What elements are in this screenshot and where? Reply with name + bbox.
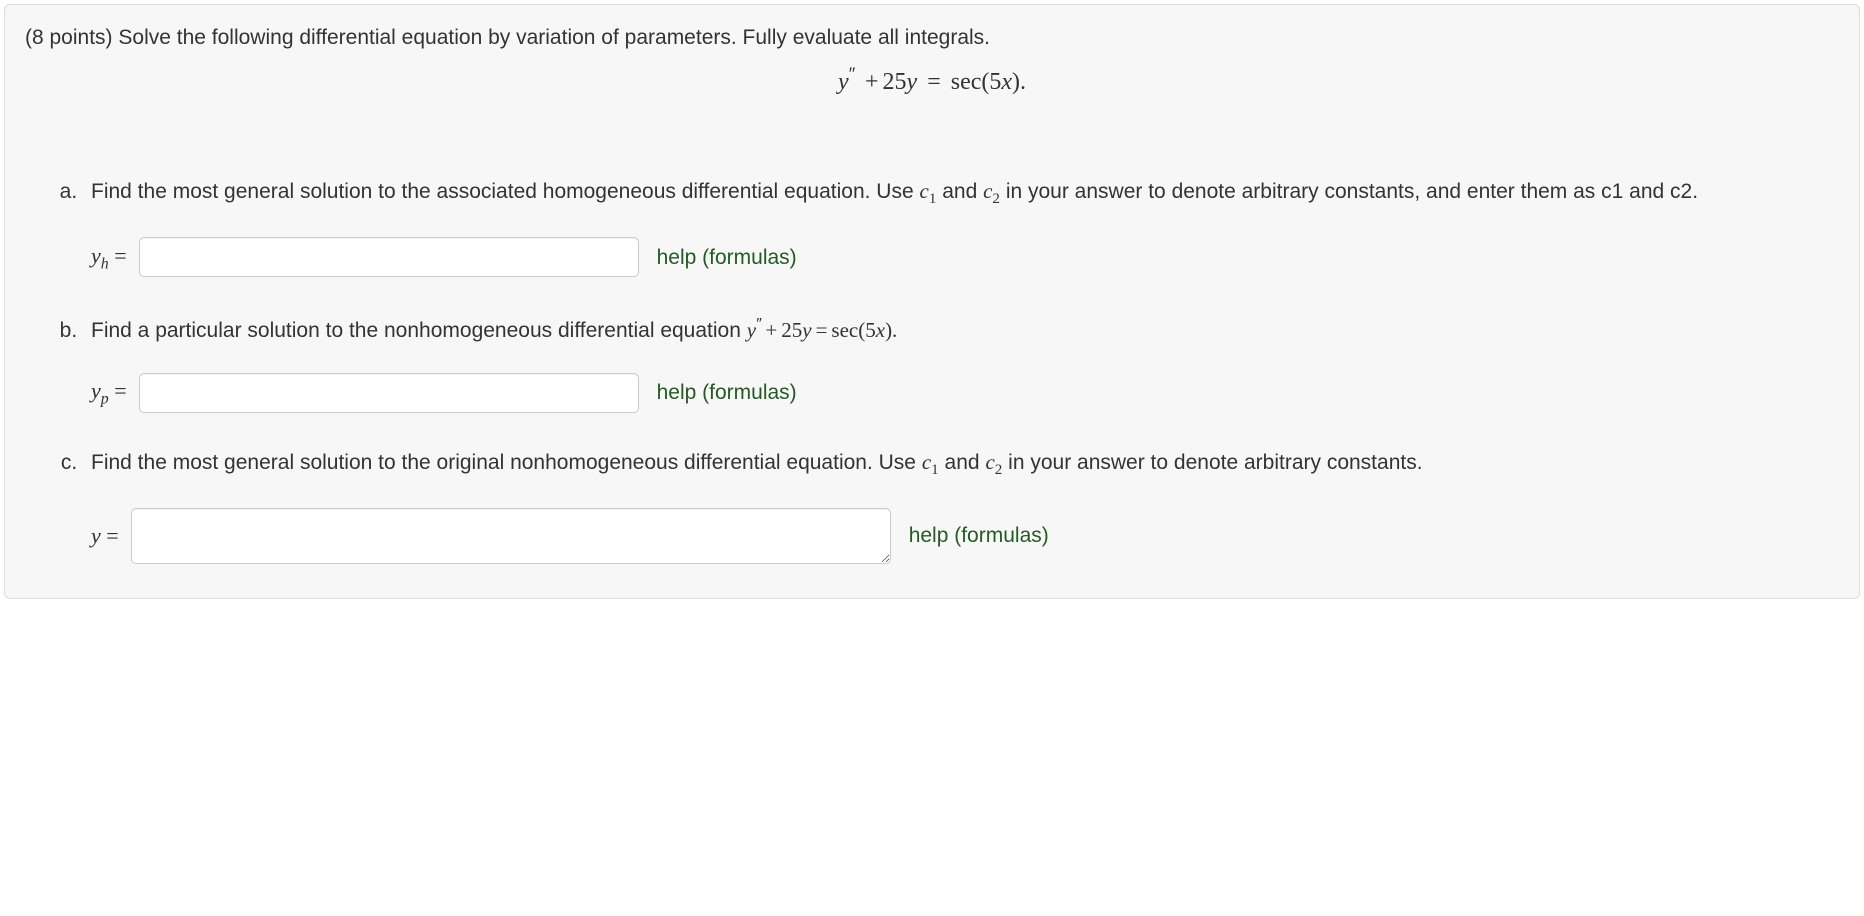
part-c-text-after: in your answer to denote arbitrary const…	[1002, 451, 1422, 474]
yp-var: y	[91, 378, 101, 403]
c2-sub: 2	[992, 192, 1000, 208]
part-b-answer-label: yp =	[91, 374, 127, 411]
yh-sub: h	[101, 255, 109, 272]
part-b-text-before: Find a particular solution to the nonhom…	[91, 319, 747, 342]
points-label: (8 points)	[25, 26, 113, 49]
part-a-text-after: in your answer to denote arbitrary const…	[1000, 180, 1698, 203]
c1c-sub: 1	[931, 462, 939, 478]
yh-eq: =	[109, 243, 127, 268]
part-b-input[interactable]	[139, 373, 639, 413]
part-a-text-before: Find the most general solution to the as…	[91, 180, 919, 203]
part-c: Find the most general solution to the or…	[83, 447, 1839, 564]
c2c-var: c	[985, 450, 994, 474]
yp-eq: =	[109, 378, 127, 403]
part-a-input[interactable]	[139, 237, 639, 277]
y-eq: =	[101, 523, 119, 548]
part-a: Find the most general solution to the as…	[83, 176, 1839, 277]
part-c-text-before: Find the most general solution to the or…	[91, 451, 922, 474]
yp-sub: p	[101, 391, 109, 408]
part-b: Find a particular solution to the nonhom…	[83, 311, 1839, 413]
part-c-input[interactable]	[131, 508, 891, 564]
part-a-answer-label: yh =	[91, 239, 127, 276]
yh-var: y	[91, 243, 101, 268]
part-c-help-link[interactable]: help (formulas)	[909, 520, 1049, 552]
problem-prompt: (8 points) Solve the following different…	[25, 23, 1839, 52]
part-b-inline-eq: y′′+25y=sec(5x).	[747, 319, 898, 342]
c1c-var: c	[922, 450, 931, 474]
part-a-answer-row: yh = help (formulas)	[91, 237, 1839, 277]
part-b-answer-row: yp = help (formulas)	[91, 373, 1839, 413]
prompt-text: Solve the following differential equatio…	[118, 26, 990, 49]
part-c-answer-row: y = help (formulas)	[91, 508, 1839, 564]
part-c-and: and	[939, 451, 986, 474]
part-a-and: and	[936, 180, 983, 203]
main-equation: y′′ +25y = sec(5x).	[25, 64, 1839, 96]
part-b-help-link[interactable]: help (formulas)	[657, 377, 797, 409]
part-a-help-link[interactable]: help (formulas)	[657, 242, 797, 274]
y-var: y	[91, 523, 101, 548]
c1-var: c	[919, 179, 928, 203]
problem-container: (8 points) Solve the following different…	[4, 4, 1860, 599]
parts-list: Find the most general solution to the as…	[25, 176, 1839, 563]
part-c-answer-label: y =	[91, 519, 119, 552]
